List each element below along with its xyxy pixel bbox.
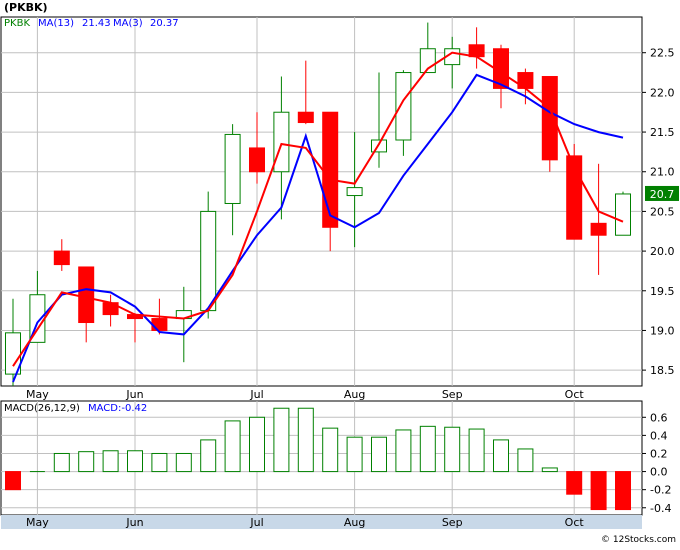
macd-bar-positive: [78, 451, 95, 473]
candle-down: [151, 318, 168, 331]
macd-panel: -0.4 -0.2 0.0 0.2 0.4 0.6 MACD(26,12,9) MACD:…: [0, 400, 671, 516]
candle-down: [541, 76, 558, 161]
macd-bar-positive: [175, 452, 192, 473]
macd-y-tick-label: 0.0: [650, 466, 668, 479]
candle-down: [566, 155, 583, 240]
candle-up: [200, 210, 217, 312]
macd-bar-positive: [371, 436, 387, 473]
candle-down: [322, 111, 339, 228]
macd-bar-positive: [127, 450, 143, 473]
macd-y-tick-label: -0.2: [650, 484, 671, 497]
macd-bar-positive: [541, 467, 558, 473]
price-y-tick-label: 21.5: [650, 126, 675, 139]
price-y-tick-label: 21.0: [650, 166, 675, 179]
candle-down: [297, 111, 314, 124]
macd-bar-positive: [493, 439, 509, 473]
macd-y-tick-label: 0.6: [650, 411, 668, 424]
bottom-axis-strip: [1, 515, 642, 529]
watermark: © 12Stocks.com: [601, 535, 676, 545]
price-x-tick-label: Jun: [125, 388, 143, 401]
bottom-x-tick-label: Jun: [125, 516, 143, 529]
macd-value-label: MACD:-0.42: [88, 403, 147, 414]
macd-bar-positive: [297, 407, 314, 473]
candle-down: [590, 222, 607, 236]
ma13-line: [12, 73, 624, 383]
price-panel: 18.5 19.0 19.5 20.0 20.5 21.0 21.5 22.0 22.5 May…: [0, 1, 679, 401]
bottom-x-tick-label: Sep: [442, 516, 463, 529]
macd-y-tick-label: -0.4: [650, 502, 671, 515]
price-x-tick-label: Aug: [344, 388, 365, 401]
macd-bar-positive: [102, 450, 119, 473]
macd-y-axis: -0.4 -0.2 0.0 0.2 0.4 0.6: [642, 411, 671, 515]
candle-up: [395, 72, 412, 141]
bottom-x-tick-label: Oct: [565, 516, 585, 529]
macd-bar-positive: [200, 439, 217, 473]
macd-y-tick-label: 0.4: [650, 429, 668, 442]
price-y-tick-label: 22.5: [650, 47, 675, 60]
symbol-label: (PKBK): [4, 1, 48, 14]
candle-up: [346, 187, 363, 197]
macd-bar-negative: [566, 471, 583, 495]
price-y-tick-label: 18.5: [650, 364, 675, 377]
macd-bar-positive: [517, 448, 534, 473]
macd-bar-positive: [249, 416, 265, 473]
price-y-tick-label: 19.5: [650, 285, 675, 298]
candlesticks: [5, 22, 631, 386]
price-x-tick-label: May: [26, 388, 49, 401]
bottom-x-tick-label: Aug: [344, 516, 365, 529]
candle-down: [78, 266, 95, 324]
price-x-tick-label: Sep: [442, 388, 463, 401]
legend-ma13-label: MA(13): [38, 18, 74, 29]
price-x-axis: May Jun Jul Aug Sep Oct: [26, 388, 584, 401]
macd-histogram: [5, 407, 631, 511]
price-x-tick-label: Jul: [249, 388, 263, 401]
candle-up: [371, 139, 387, 153]
macd-bar-negative: [5, 471, 21, 491]
macd-bar-negative: [615, 471, 631, 511]
macd-bar-positive: [419, 425, 436, 473]
last-price-value: 20.7: [650, 188, 675, 201]
bottom-x-tick-label: May: [26, 516, 49, 529]
macd-title: MACD(26,12,9): [4, 403, 80, 414]
last-price-box: [645, 185, 679, 201]
legend-ma3-value: 20.37: [150, 18, 179, 29]
last-price-tag: 20.7: [645, 185, 679, 201]
macd-bar-positive: [53, 452, 70, 473]
price-plot-area: [0, 16, 643, 387]
price-x-tick-label: Oct: [565, 388, 585, 401]
macd-bar-positive: [395, 429, 412, 473]
macd-bar-positive: [224, 420, 241, 473]
price-y-tick-label: 22.0: [650, 86, 675, 99]
candle-up: [273, 111, 290, 173]
candle-up: [224, 133, 241, 204]
candle-up: [615, 193, 631, 236]
macd-bar-positive: [468, 428, 485, 473]
ma3-line: [12, 51, 624, 367]
price-y-axis: 18.5 19.0 19.5 20.0 20.5 21.0 21.5 22.0 22.5: [642, 47, 675, 377]
macd-y-tick-label: 0.2: [650, 447, 668, 460]
bottom-x-axis: May Jun Jul Aug Sep Oct: [1, 515, 642, 529]
price-y-tick-label: 20.0: [650, 245, 675, 258]
macd-plot-area: [0, 400, 643, 516]
price-y-tick-label: 19.0: [650, 324, 675, 337]
macd-bar-negative: [590, 471, 607, 511]
macd-bar-positive: [322, 427, 339, 473]
candle-down: [53, 250, 70, 266]
legend-ticker: PKBK: [4, 18, 30, 29]
legend-ma13-value: 21.43: [82, 18, 111, 29]
price-legend: PKBK MA(13) 21.43 MA(3) 20.37: [4, 18, 179, 29]
legend-ma3-label: MA(3): [113, 18, 143, 29]
candle-down: [249, 147, 265, 173]
macd-bar-positive: [273, 407, 290, 473]
macd-bar-positive: [151, 452, 168, 473]
price-y-tick-label: 20.5: [650, 205, 675, 218]
macd-bar-positive: [346, 436, 363, 473]
macd-bar-positive: [444, 426, 461, 473]
bottom-x-tick-label: Jul: [249, 516, 263, 529]
